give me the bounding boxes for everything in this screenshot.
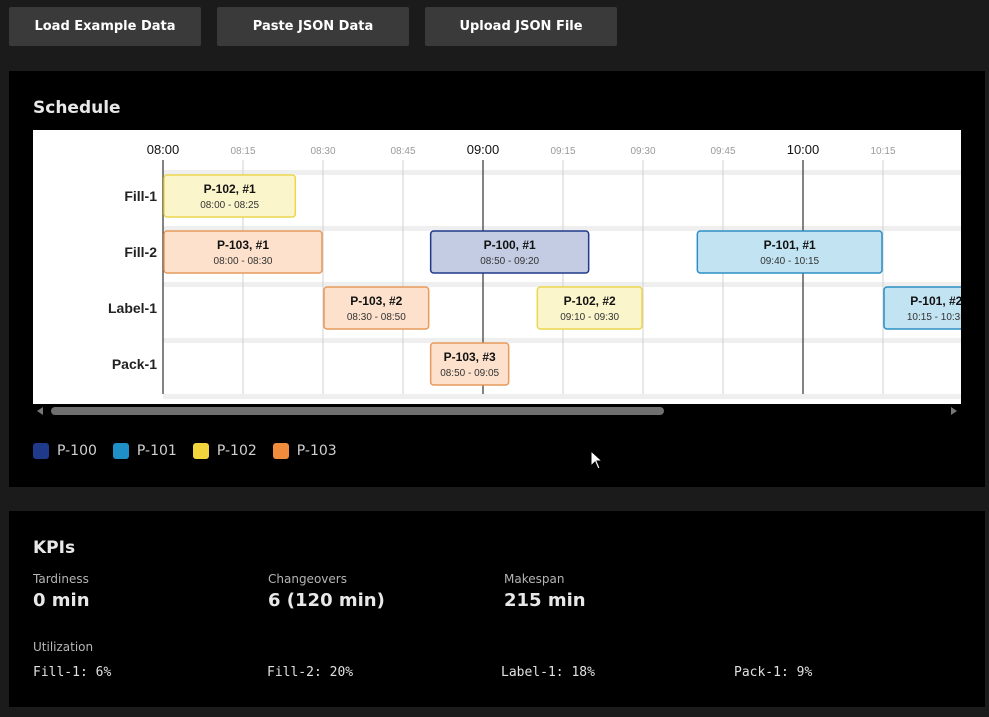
task-time: 08:00 - 08:25 xyxy=(200,200,259,211)
makespan-value: 215 min xyxy=(504,590,586,611)
upload-json-file-button[interactable]: Upload JSON File xyxy=(425,7,617,46)
legend-swatch xyxy=(33,443,49,459)
row-separator xyxy=(163,170,961,175)
task-label: P-102, #1 xyxy=(204,182,256,196)
resource-label: Fill-1 xyxy=(124,188,157,204)
task-time: 09:40 - 10:15 xyxy=(760,256,819,267)
utilization-fill-1: Fill-1: 6% xyxy=(33,665,112,680)
task-label: P-103, #1 xyxy=(217,238,269,252)
row-separator xyxy=(163,282,961,287)
task-time: 10:15 - 10:35 xyxy=(907,312,961,323)
makespan-label: Makespan xyxy=(504,572,565,586)
schedule-title: Schedule xyxy=(33,98,121,118)
task-bar xyxy=(429,342,510,386)
task-bar xyxy=(163,174,297,218)
task-time: 09:10 - 09:30 xyxy=(560,312,619,323)
legend-label: P-101 xyxy=(136,443,177,459)
legend-swatch xyxy=(272,443,289,459)
legend-item-p102: P-102 xyxy=(192,443,257,459)
scroll-right-arrow-icon[interactable] xyxy=(951,407,957,415)
utilization-pack-1: Pack-1: 9% xyxy=(734,665,813,680)
utilization-fill-2: Fill-2: 20% xyxy=(267,665,354,680)
legend-label: P-103 xyxy=(296,443,337,459)
schedule-panel: Schedule 08:00 08:15 08:30 08:45 09:00 09:15 0… xyxy=(9,71,985,487)
load-example-data-button[interactable]: Load Example Data xyxy=(9,7,201,46)
gantt-chart[interactable]: 08:00 08:15 08:30 08:45 09:00 09:15 09:30 09:45… xyxy=(33,130,961,404)
legend-item-p101: P-101 xyxy=(112,443,177,459)
task-label: P-101, #2 xyxy=(910,294,961,308)
resource-label: Label-1 xyxy=(108,300,157,316)
task-time: 08:00 - 08:30 xyxy=(214,256,273,267)
task-bar xyxy=(883,286,961,330)
utilization-label: Utilization xyxy=(33,640,94,654)
task-label: P-103, #3 xyxy=(444,350,496,364)
legend-swatch xyxy=(112,443,129,459)
legend-item-p100: P-100 xyxy=(33,443,97,459)
mouse-cursor-icon xyxy=(590,450,604,470)
task-bar xyxy=(323,286,430,330)
utilization-label-1: Label-1: 18% xyxy=(501,665,595,680)
legend-item-p103: P-103 xyxy=(272,443,337,459)
tick-label: 08:30 xyxy=(310,146,335,157)
task-bar xyxy=(696,230,883,274)
task-bar xyxy=(536,286,643,330)
task-time: 08:50 - 09:05 xyxy=(440,368,499,379)
task-label: P-100, #1 xyxy=(484,238,536,252)
task-label: P-103, #2 xyxy=(350,294,402,308)
tick-label: 08:00 xyxy=(147,142,180,157)
task-bar xyxy=(163,230,323,274)
tick-label: 09:15 xyxy=(550,146,575,157)
legend: P-100 P-101 P-102 P-103 xyxy=(33,443,337,459)
tick-label: 10:00 xyxy=(787,142,820,157)
changeovers-value: 6 (120 min) xyxy=(268,590,385,611)
resource-label: Fill-2 xyxy=(124,244,157,260)
tick-label: 08:15 xyxy=(230,146,255,157)
legend-swatch xyxy=(192,443,209,459)
task-bar xyxy=(429,230,590,274)
row-separator xyxy=(163,394,961,399)
resource-label: Pack-1 xyxy=(112,356,157,372)
tick-label: 09:30 xyxy=(630,146,655,157)
kpi-panel: KPIs Tardiness 0 min Changeovers 6 (120 … xyxy=(9,511,985,707)
row-separator xyxy=(163,226,961,231)
gantt-svg: 08:00 08:15 08:30 08:45 09:00 09:15 09:30 09:45… xyxy=(108,142,961,399)
row-separator xyxy=(163,338,961,343)
tardiness-value: 0 min xyxy=(33,590,90,611)
task-label: P-102, #2 xyxy=(564,294,616,308)
scroll-left-arrow-icon[interactable] xyxy=(37,407,43,415)
legend-label: P-102 xyxy=(216,443,257,459)
task-label: P-101, #1 xyxy=(764,238,816,252)
horizontal-scrollbar[interactable] xyxy=(33,405,961,417)
toolbar: Load Example Data Paste JSON Data Upload… xyxy=(9,7,617,46)
tick-label: 09:00 xyxy=(467,142,500,157)
tick-label: 09:45 xyxy=(710,146,735,157)
task-time: 08:50 - 09:20 xyxy=(480,256,539,267)
tick-label: 10:15 xyxy=(870,146,895,157)
paste-json-data-button[interactable]: Paste JSON Data xyxy=(217,7,409,46)
task-time: 08:30 - 08:50 xyxy=(347,312,406,323)
tick-label: 08:45 xyxy=(390,146,415,157)
tardiness-label: Tardiness xyxy=(33,572,89,586)
changeovers-label: Changeovers xyxy=(268,572,347,586)
legend-label: P-100 xyxy=(57,443,97,459)
scrollbar-thumb[interactable] xyxy=(51,407,664,415)
kpi-title: KPIs xyxy=(33,538,76,558)
